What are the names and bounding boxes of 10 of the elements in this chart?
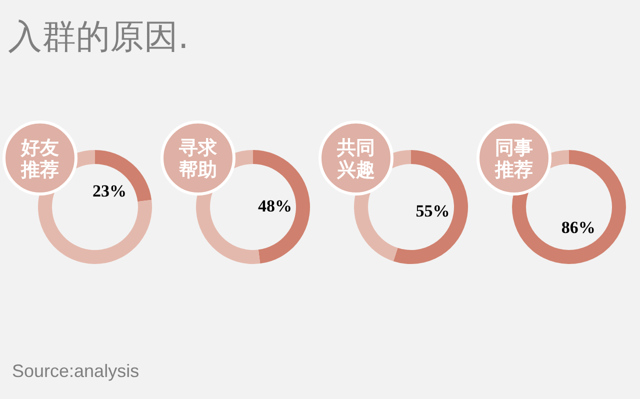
text: 入群的原因. [8, 17, 189, 57]
data-label: 55% [416, 201, 450, 220]
chart-title: 好友推荐 [20, 137, 59, 181]
chart-title: 共同兴趣 [336, 137, 375, 181]
source-note: Source:analysis [12, 361, 140, 381]
chart-title: 寻求帮助 [178, 137, 218, 181]
data-label: 86% [561, 218, 596, 237]
chart-title: 同事推荐 [494, 137, 533, 181]
data-label: 48% [258, 196, 292, 216]
data-label: 23% [92, 182, 127, 200]
